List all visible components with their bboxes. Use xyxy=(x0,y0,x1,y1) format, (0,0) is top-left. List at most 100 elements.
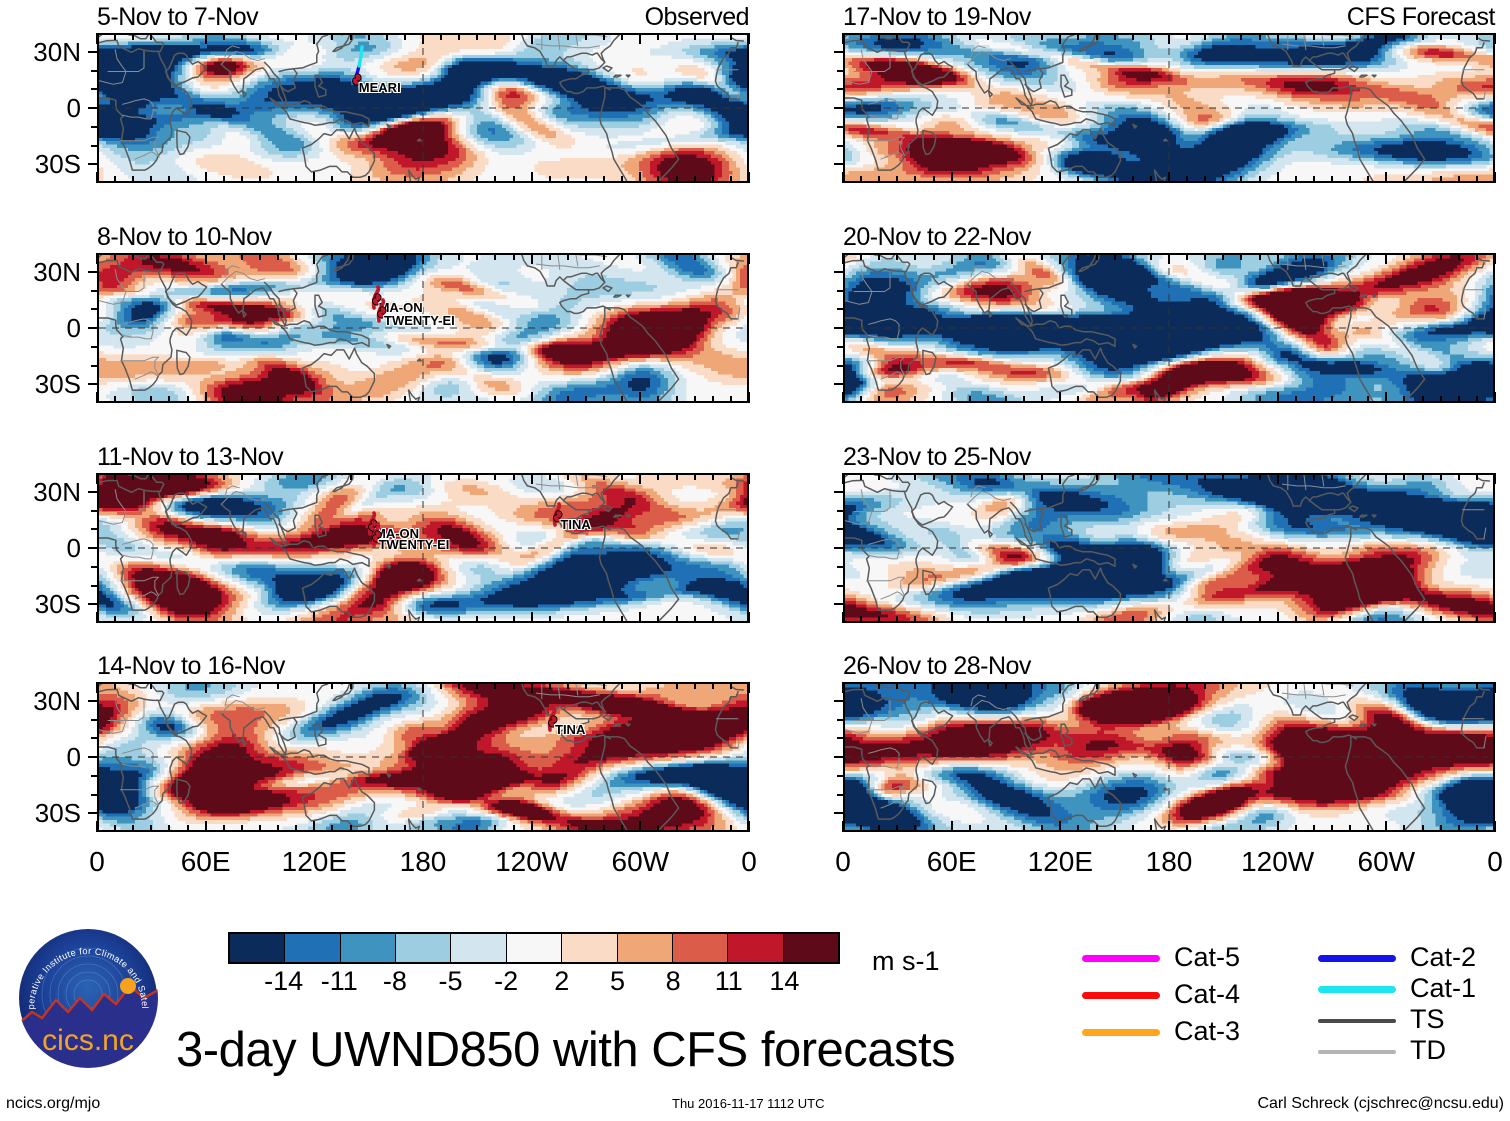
x-tick-mark xyxy=(621,682,624,689)
legend-swatch xyxy=(1318,955,1396,962)
x-tick-mark xyxy=(1240,396,1243,403)
legend-item-td: TD xyxy=(1318,1037,1510,1065)
x-tick-mark xyxy=(1059,612,1062,623)
x-tick-mark xyxy=(530,612,533,623)
x-tick-mark xyxy=(1349,473,1352,480)
x-tick-mark xyxy=(603,176,606,183)
x-tick-label: 0 xyxy=(37,848,157,876)
x-tick-mark xyxy=(711,825,714,832)
x-tick-mark xyxy=(277,473,280,480)
map-panel: MA-ON TWENTY-EI TINA xyxy=(97,473,749,623)
x-tick-label: 120W xyxy=(1218,848,1338,876)
x-tick-mark xyxy=(349,253,352,260)
x-tick-mark xyxy=(1312,33,1315,40)
x-tick-mark xyxy=(1095,682,1098,689)
colorbar-swatch-0 xyxy=(230,934,286,962)
x-tick-mark xyxy=(331,682,334,689)
y-minor-tick xyxy=(837,774,843,777)
x-tick-mark xyxy=(295,616,298,623)
x-tick-mark xyxy=(331,253,334,260)
x-tick-mark xyxy=(458,682,461,689)
legend-item-ts: TS xyxy=(1318,1006,1510,1034)
x-tick-mark xyxy=(1005,253,1007,260)
x-tick-mark xyxy=(639,821,642,832)
x-tick-mark xyxy=(385,396,388,403)
y-tick-mark xyxy=(88,107,97,109)
x-tick-mark xyxy=(96,473,98,484)
x-tick-mark xyxy=(1204,253,1207,260)
x-tick-label: 180 xyxy=(1109,848,1229,876)
y-tick-mark xyxy=(834,163,843,166)
x-tick-mark xyxy=(1475,616,1478,623)
footer-site-link[interactable]: ncics.org/mjo xyxy=(6,1096,100,1112)
x-tick-mark xyxy=(878,176,881,183)
x-tick-mark xyxy=(1131,616,1134,623)
x-tick-mark xyxy=(729,253,732,260)
uwnd850-anomaly-field xyxy=(845,684,1493,830)
y-minor-tick xyxy=(91,793,97,796)
x-tick-mark xyxy=(1168,253,1170,264)
x-tick-mark xyxy=(711,176,714,183)
y-minor-tick xyxy=(837,565,843,568)
x-tick-mark xyxy=(168,616,171,623)
x-tick-mark xyxy=(1312,473,1315,480)
legend-item-cat-1: Cat-1 xyxy=(1318,975,1510,1003)
y-minor-tick xyxy=(91,774,97,777)
x-tick-mark xyxy=(1349,33,1352,40)
storm-label: TWENTY-EI xyxy=(384,314,455,327)
x-tick-mark xyxy=(259,176,261,183)
x-tick-mark xyxy=(530,682,533,693)
colorbar-tick-label: -8 xyxy=(355,968,435,995)
x-tick-mark xyxy=(403,33,406,40)
x-tick-mark xyxy=(1204,825,1207,832)
x-tick-mark xyxy=(277,825,280,832)
uwnd850-anomaly-field xyxy=(99,35,747,181)
x-tick-mark xyxy=(422,821,424,832)
x-tick-mark xyxy=(1276,821,1279,832)
x-tick-mark xyxy=(168,825,171,832)
x-tick-mark xyxy=(896,825,899,832)
legend-label: TD xyxy=(1410,1037,1446,1064)
x-tick-mark xyxy=(1149,396,1152,403)
y-tick-label: 0 xyxy=(0,535,81,561)
x-tick-mark xyxy=(458,825,461,832)
x-tick-mark xyxy=(1041,176,1044,183)
x-tick-mark xyxy=(1204,396,1207,403)
x-tick-mark xyxy=(494,253,497,260)
legend-label: Cat-1 xyxy=(1410,975,1476,1002)
y-minor-tick xyxy=(91,88,97,91)
x-tick-mark xyxy=(1349,396,1352,403)
x-tick-mark xyxy=(1131,253,1134,260)
x-tick-mark xyxy=(530,392,533,403)
x-tick-mark xyxy=(968,473,971,480)
panel-title-6: 20-Nov to 22-Nov xyxy=(843,225,1031,250)
x-tick-mark xyxy=(403,396,406,403)
colorbar-swatch-9 xyxy=(728,934,784,962)
x-tick-mark xyxy=(277,616,280,623)
colorbar-tick-label: -2 xyxy=(466,968,546,995)
x-tick-mark xyxy=(1041,396,1044,403)
y-tick-mark xyxy=(88,603,97,606)
legend-item-cat-3: Cat-3 xyxy=(1082,1018,1282,1046)
x-tick-mark xyxy=(259,682,261,689)
x-tick-mark xyxy=(842,821,844,832)
x-tick-mark xyxy=(932,253,935,260)
x-tick-mark xyxy=(1403,616,1406,623)
y-minor-tick xyxy=(837,308,843,311)
x-tick-mark xyxy=(585,825,587,832)
colorbar-tick-label: 11 xyxy=(689,968,769,995)
x-tick-mark xyxy=(1312,616,1315,623)
x-tick-mark xyxy=(1095,473,1098,480)
x-tick-mark xyxy=(639,33,642,44)
panel-title-5: 17-Nov to 19-Nov xyxy=(843,5,1031,30)
x-tick-mark xyxy=(1494,33,1496,44)
column-header-observed: Observed xyxy=(449,5,750,30)
x-tick-mark xyxy=(842,612,844,623)
x-tick-mark xyxy=(1186,33,1189,40)
x-tick-mark xyxy=(440,176,443,183)
x-tick-mark xyxy=(440,616,443,623)
x-tick-mark xyxy=(476,825,479,832)
x-tick-mark xyxy=(675,253,678,260)
y-tick-mark xyxy=(834,107,843,109)
x-tick-mark xyxy=(1168,612,1170,623)
